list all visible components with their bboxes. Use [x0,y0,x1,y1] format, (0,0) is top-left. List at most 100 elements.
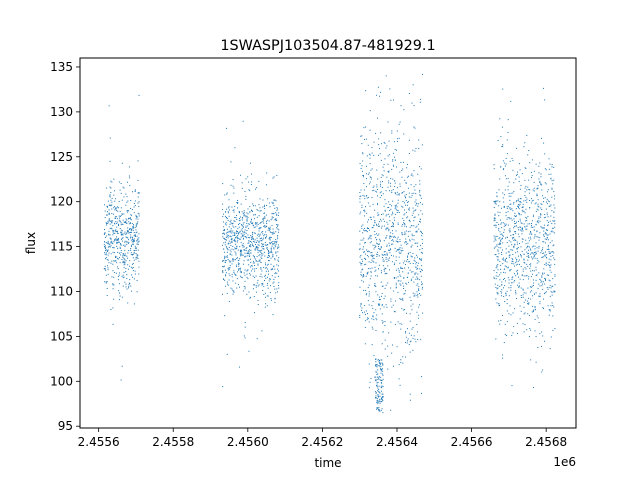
data-point [370,238,372,240]
data-point [381,322,383,324]
data-point [233,290,235,292]
data-point [130,228,132,230]
data-point [517,171,519,173]
data-point [526,247,528,249]
data-point [518,229,520,231]
data-point [530,202,532,204]
data-point [131,236,133,238]
data-point [242,238,244,240]
data-point [396,138,398,140]
data-point [237,262,239,264]
data-point [415,209,417,211]
data-point [277,275,279,277]
data-point [107,222,109,224]
data-point [117,251,119,253]
data-point [401,267,403,269]
data-point [370,255,372,257]
data-point [386,253,388,255]
data-point [260,227,262,229]
data-point [126,274,128,276]
data-point [132,253,134,255]
data-point [365,178,367,180]
data-point [419,180,421,182]
data-point [117,241,119,243]
data-point [380,398,382,400]
data-point [400,161,402,163]
data-point [231,260,233,262]
data-point [520,246,522,248]
data-point [239,251,241,253]
data-point [269,231,271,233]
data-point [405,230,407,232]
data-point [264,242,266,244]
data-point [250,219,252,221]
data-point [376,400,378,402]
data-point [398,251,400,253]
data-point [137,212,139,214]
data-point [508,251,510,253]
data-point [115,255,116,257]
data-point [420,275,422,277]
data-point [255,246,257,248]
data-point [378,360,380,361]
data-point [515,275,517,277]
data-point [257,261,259,263]
data-point [250,249,252,251]
data-point [398,270,400,272]
data-point [543,308,545,310]
data-point [378,377,380,379]
data-point [376,373,378,375]
data-point [500,319,502,321]
data-point [519,318,521,320]
data-point [129,217,131,219]
data-point [416,294,418,296]
data-point [127,230,129,232]
data-point [247,269,249,271]
data-point [382,175,384,177]
x-axis-label: time [314,456,341,470]
data-point [537,187,539,189]
data-point [276,219,278,221]
data-point [519,218,521,220]
data-point [375,309,377,311]
data-point [132,257,134,259]
data-point [267,252,269,254]
data-point [532,386,534,388]
data-point [389,190,391,192]
data-point [237,284,239,286]
data-point [420,231,422,233]
data-point [240,250,242,252]
data-point [237,231,239,233]
data-point [246,252,248,254]
data-point [267,244,269,246]
data-point [114,252,116,254]
data-point [539,181,541,183]
data-point [258,240,260,242]
data-point [512,312,514,314]
data-point [499,231,501,233]
data-point [239,222,241,224]
data-point [242,223,244,225]
data-point [385,304,387,306]
data-point [252,222,254,224]
data-point [521,227,523,229]
data-point [528,246,530,248]
data-point [132,228,134,230]
data-point [110,238,112,240]
data-point [256,247,258,249]
data-point [259,228,261,230]
data-point [493,247,495,249]
data-point [501,289,503,291]
data-point [521,228,523,230]
data-point [134,190,136,192]
data-point [548,314,550,316]
data-point [253,312,255,314]
data-point [116,222,118,224]
data-point [226,251,228,253]
data-point [371,152,373,154]
data-point [381,408,383,410]
data-point [362,175,364,177]
data-point [515,240,517,241]
data-point [386,214,388,216]
data-point [372,227,374,229]
